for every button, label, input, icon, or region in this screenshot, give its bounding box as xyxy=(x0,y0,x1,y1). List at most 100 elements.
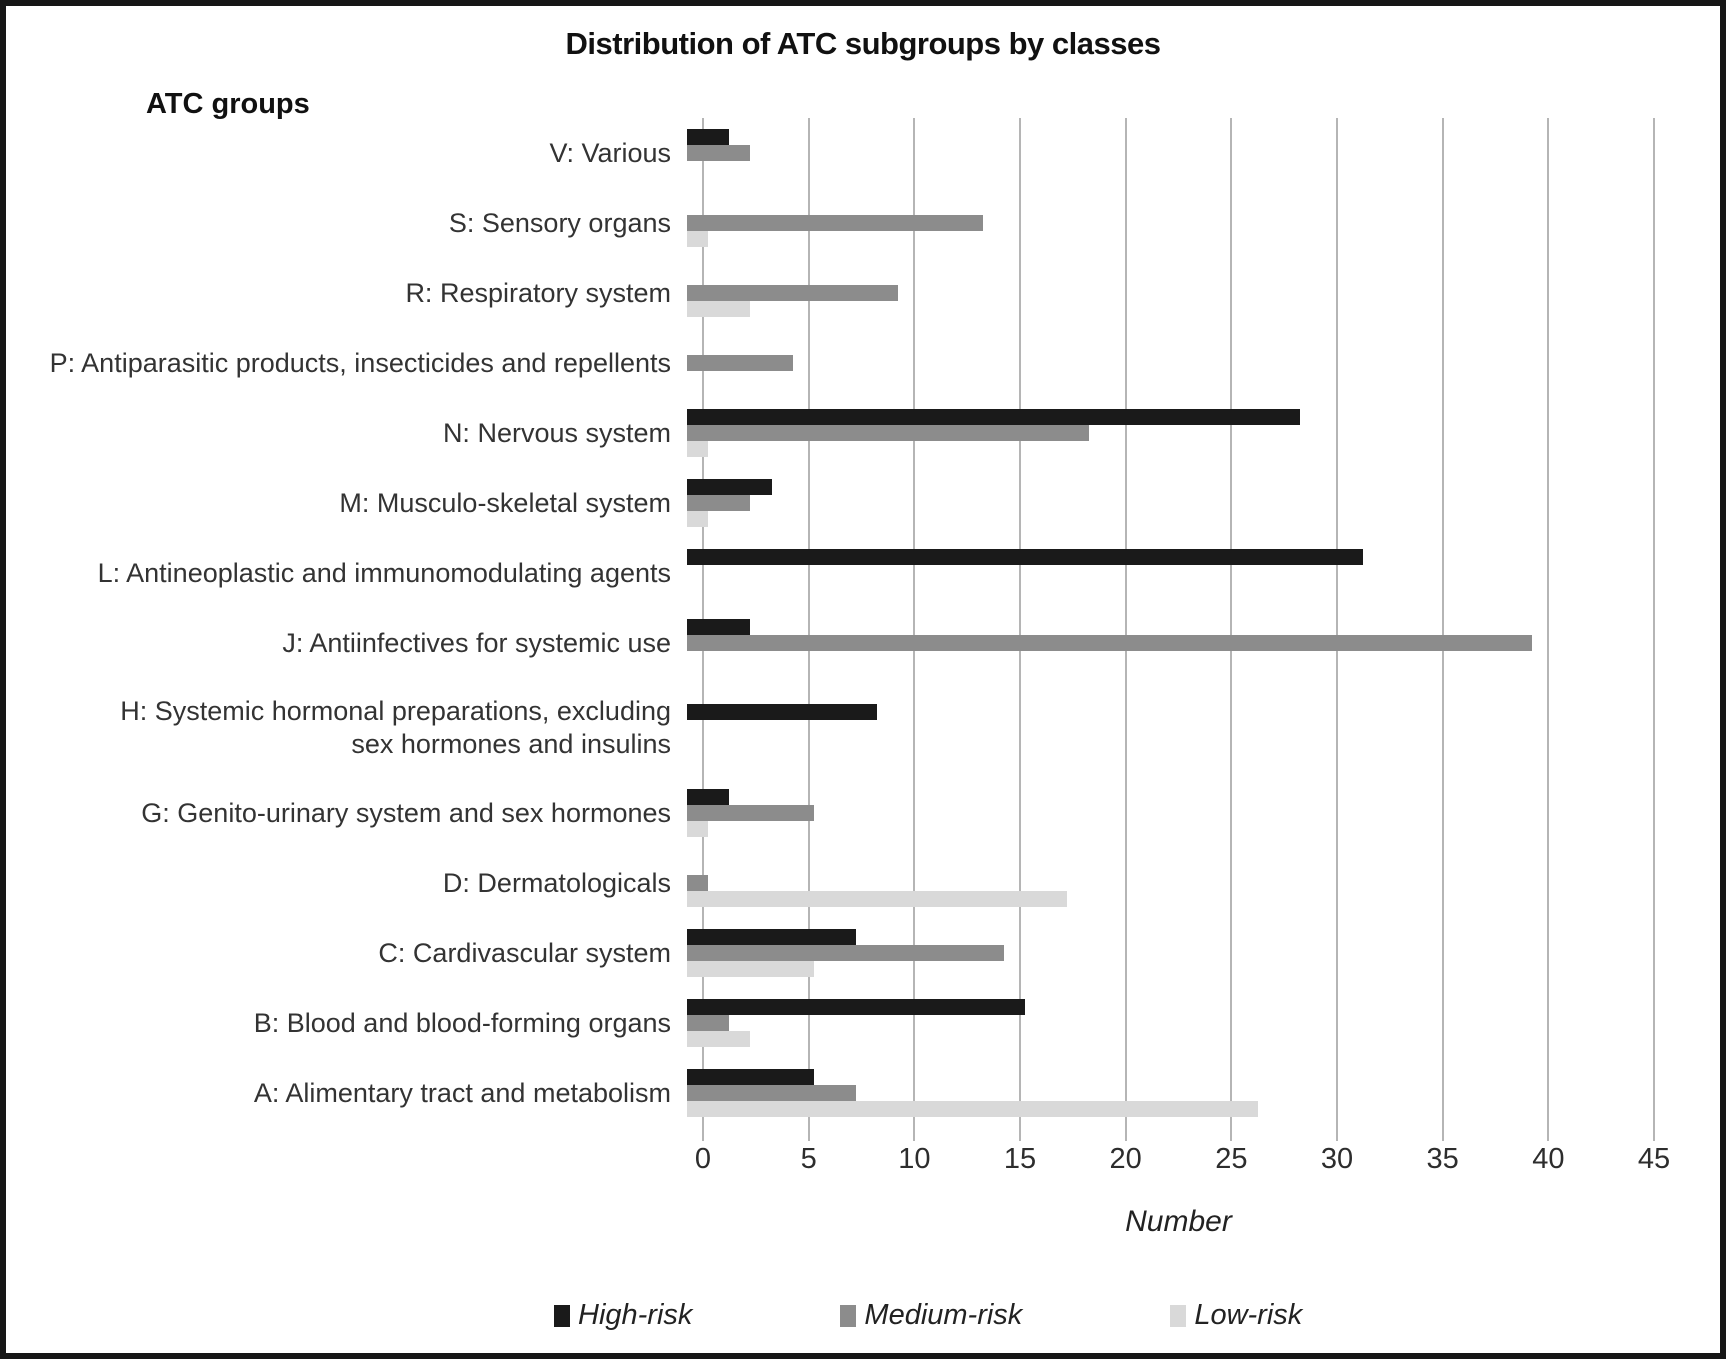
gridline-x-25 xyxy=(1230,118,1233,1141)
bar-group xyxy=(687,704,1638,752)
bar-group xyxy=(687,199,1638,247)
x-axis-title: Number xyxy=(1125,1205,1232,1238)
bar-medium-risk xyxy=(687,875,709,891)
bar-high-risk xyxy=(687,999,1026,1015)
bar-group xyxy=(687,859,1638,907)
bar-high-risk xyxy=(687,929,857,945)
x-tick-label: 0 xyxy=(694,1143,712,1175)
bar-group xyxy=(687,409,1638,457)
gridline-x-10 xyxy=(913,118,916,1141)
bar-group xyxy=(687,929,1638,977)
legend: High-risk Medium-risk Low-risk xyxy=(554,1299,1688,1332)
bar-low-risk xyxy=(687,821,709,837)
legend-swatch-icon xyxy=(840,1304,857,1327)
category-label: C: Cardivascular system xyxy=(378,937,671,968)
bar-group xyxy=(687,129,1638,177)
category-label: D: Dermatologicals xyxy=(442,867,671,898)
bar-medium-risk xyxy=(687,945,1004,961)
bar-low-risk xyxy=(687,511,709,527)
category-label: S: Sensory organs xyxy=(448,207,671,238)
legend-item: Low-risk xyxy=(1170,1299,1302,1332)
legend-label: High-risk xyxy=(578,1299,693,1331)
category-label: J: Antiinfectives for systemic use xyxy=(282,627,671,658)
category-row: S: Sensory organs xyxy=(48,188,1688,258)
x-tick-label: 20 xyxy=(1109,1143,1142,1175)
category-label: V: Various xyxy=(549,137,671,168)
bar-high-risk xyxy=(687,549,1364,565)
bar-high-risk xyxy=(687,619,751,635)
bar-group xyxy=(687,1069,1638,1117)
bar-low-risk xyxy=(687,961,814,977)
bar-low-risk xyxy=(687,231,709,247)
category-row: R: Respiratory system xyxy=(48,258,1688,328)
x-tick-label: 35 xyxy=(1426,1143,1459,1175)
category-row: H: Systemic hormonal preparations, exclu… xyxy=(48,678,1688,778)
category-label: B: Blood and blood-forming organs xyxy=(253,1007,671,1038)
category-label: L: Antineoplastic and immunomodulating a… xyxy=(97,557,671,588)
gridline-x-35 xyxy=(1441,118,1444,1141)
x-tick-label: 15 xyxy=(1003,1143,1037,1175)
bar-low-risk xyxy=(687,1031,751,1047)
category-row: L: Antineoplastic and immunomodulating a… xyxy=(48,538,1688,608)
bar-high-risk xyxy=(687,789,730,805)
chart-title: Distribution of ATC subgroups by classes xyxy=(565,26,1161,61)
category-label: G: Genito-urinary system and sex hormone… xyxy=(141,797,671,828)
legend-swatch-icon xyxy=(554,1304,570,1327)
x-tick-label: 30 xyxy=(1320,1143,1354,1175)
y-axis-title: ATC groups xyxy=(146,88,310,120)
category-row: P: Antiparasitic products, insecticides … xyxy=(48,328,1688,398)
bar-high-risk xyxy=(687,129,730,145)
bar-high-risk xyxy=(687,409,1300,425)
bar-group xyxy=(687,269,1638,317)
legend-swatch-icon xyxy=(1170,1304,1187,1327)
bar-low-risk xyxy=(687,301,751,317)
bar-medium-risk xyxy=(687,285,899,301)
plot-area: V: Various S: Sensory organs R: Respirator… xyxy=(48,118,1688,1332)
bar-medium-risk xyxy=(687,1085,857,1101)
bar-low-risk xyxy=(687,441,709,457)
bar-medium-risk xyxy=(687,635,1533,651)
bar-medium-risk xyxy=(687,425,1089,441)
bar-group xyxy=(687,789,1638,837)
x-tick-label: 10 xyxy=(898,1143,931,1175)
category-row: D: Dermatologicals xyxy=(48,848,1688,918)
bar-medium-risk xyxy=(687,1015,730,1031)
bar-group xyxy=(687,549,1638,597)
bar-group xyxy=(687,619,1638,667)
gridline-x-15 xyxy=(1018,118,1021,1141)
bar-high-risk xyxy=(687,479,772,495)
bar-group xyxy=(687,999,1638,1047)
category-row: N: Nervous system xyxy=(48,398,1688,468)
legend-label: Medium-risk xyxy=(864,1299,1023,1331)
gridline-x-45 xyxy=(1653,118,1655,1141)
bar-medium-risk xyxy=(687,215,983,231)
bar-group xyxy=(687,479,1638,527)
category-label: M: Musculo-skeletal system xyxy=(339,487,671,518)
category-label: A: Alimentary tract and metabolism xyxy=(253,1077,671,1108)
legend-item: High-risk xyxy=(554,1299,692,1332)
x-tick-label: 45 xyxy=(1637,1143,1671,1175)
category-row: B: Blood and blood-forming organs xyxy=(48,988,1688,1058)
x-tick-label: 25 xyxy=(1215,1143,1248,1175)
bar-group xyxy=(687,339,1638,387)
category-label: P: Antiparasitic products, insecticides … xyxy=(49,347,671,378)
bar-medium-risk xyxy=(687,495,751,511)
legend-item: Medium-risk xyxy=(840,1299,1022,1332)
category-row: C: Cardivascular system xyxy=(48,918,1688,988)
category-label: N: Nervous system xyxy=(442,417,671,448)
bar-low-risk xyxy=(687,891,1068,907)
bar-rows: V: Various S: Sensory organs R: Respirator… xyxy=(48,118,1688,1141)
gridline-x-30 xyxy=(1335,118,1338,1141)
gridline-x-40 xyxy=(1547,118,1550,1141)
bar-low-risk xyxy=(687,1101,1258,1117)
bar-medium-risk xyxy=(687,145,751,161)
x-axis-ticks: 0 5 10 15 20 25 30 35 40 45 xyxy=(695,1143,1670,1179)
category-row: A: Alimentary tract and metabolism xyxy=(48,1058,1688,1128)
category-row: V: Various xyxy=(48,118,1688,188)
bar-high-risk xyxy=(687,1069,814,1085)
bar-medium-risk xyxy=(687,805,814,821)
gridline-x-5 xyxy=(807,118,810,1141)
legend-label: Low-risk xyxy=(1194,1299,1303,1331)
x-tick-label: 5 xyxy=(800,1143,817,1175)
